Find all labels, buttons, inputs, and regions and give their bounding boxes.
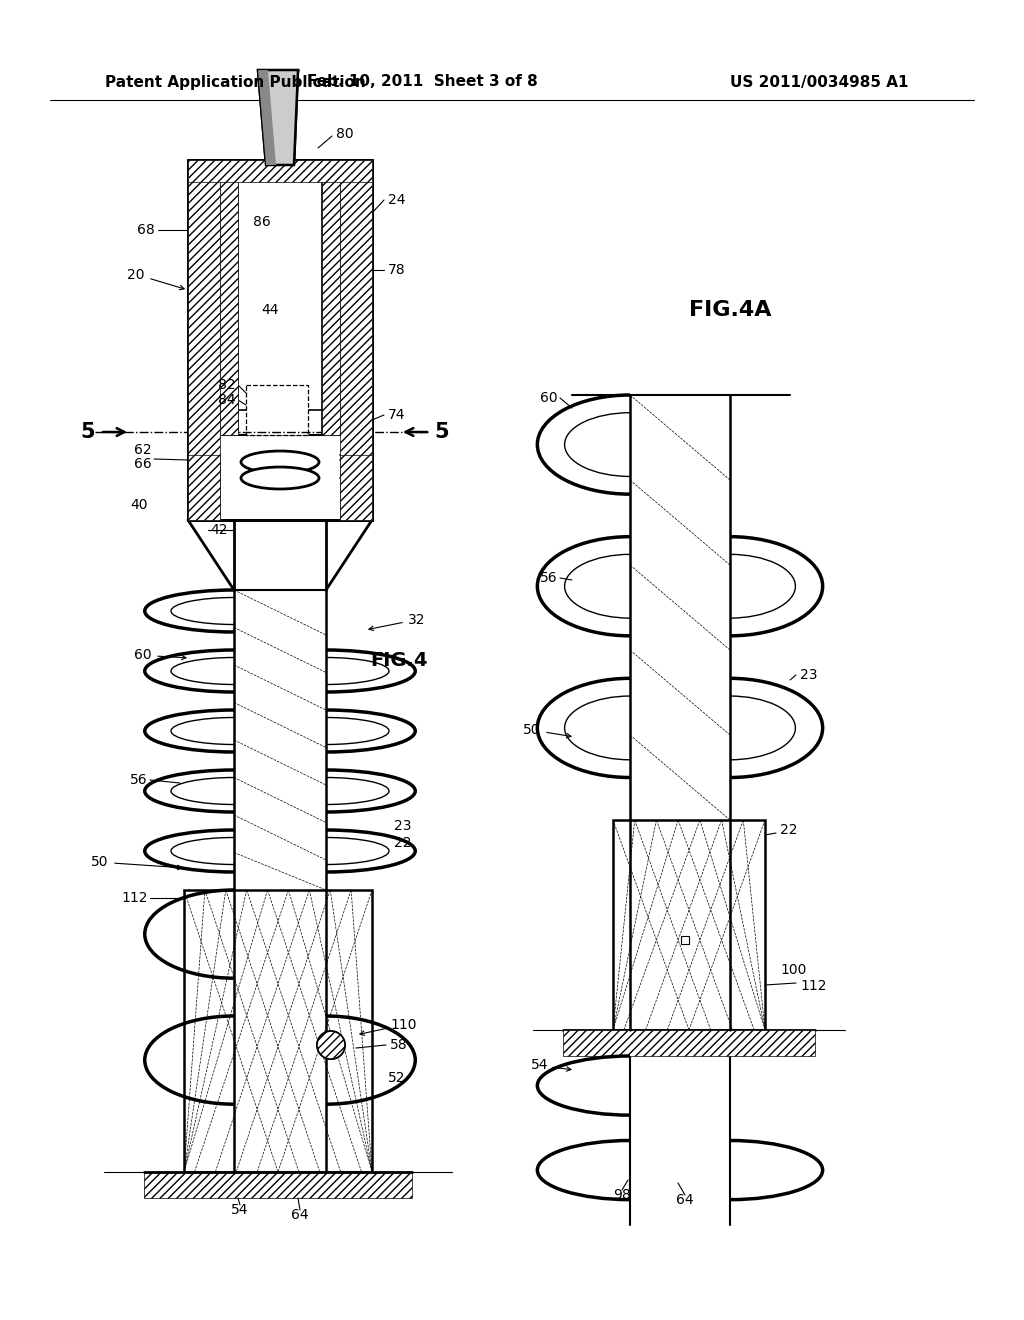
Text: 60: 60 (134, 648, 152, 663)
Polygon shape (188, 160, 372, 520)
Text: 78: 78 (388, 263, 406, 277)
Text: 64: 64 (676, 1193, 694, 1206)
Text: 50: 50 (90, 855, 108, 869)
Text: Patent Application Publication: Patent Application Publication (105, 74, 366, 90)
Text: 74: 74 (388, 408, 406, 422)
Polygon shape (258, 70, 298, 165)
Text: FIG.4A: FIG.4A (689, 300, 771, 319)
Text: 22: 22 (394, 836, 412, 850)
Text: 40: 40 (130, 498, 148, 512)
Text: 42: 42 (210, 523, 227, 537)
Text: 110: 110 (390, 1018, 417, 1032)
Circle shape (317, 1031, 345, 1059)
Polygon shape (184, 890, 372, 1172)
Text: 64: 64 (291, 1208, 309, 1222)
Text: 52: 52 (388, 1071, 406, 1085)
Polygon shape (681, 936, 689, 944)
Text: 82: 82 (218, 378, 236, 392)
Text: 5: 5 (81, 422, 95, 442)
Text: 23: 23 (800, 668, 817, 682)
Text: 5: 5 (434, 422, 450, 442)
Polygon shape (144, 1172, 412, 1199)
Text: 23: 23 (394, 818, 412, 833)
Text: 86: 86 (253, 215, 271, 228)
Text: 54: 54 (231, 1203, 249, 1217)
Polygon shape (258, 70, 276, 165)
Text: FIG.4: FIG.4 (370, 651, 427, 669)
Text: 60: 60 (541, 391, 558, 405)
Text: 20: 20 (128, 268, 145, 282)
Polygon shape (220, 160, 238, 436)
Text: 54: 54 (530, 1059, 548, 1072)
Polygon shape (340, 455, 372, 520)
Text: US 2011/0034985 A1: US 2011/0034985 A1 (730, 74, 908, 90)
Text: 66: 66 (134, 457, 152, 471)
Text: 100: 100 (780, 964, 806, 977)
Text: 24: 24 (388, 193, 406, 207)
Polygon shape (188, 455, 220, 520)
Text: 98: 98 (613, 1188, 631, 1203)
Text: 56: 56 (130, 774, 148, 787)
Text: 62: 62 (134, 444, 152, 457)
Text: 84: 84 (218, 393, 236, 407)
Text: 68: 68 (137, 223, 155, 238)
Polygon shape (613, 820, 765, 1030)
Text: 80: 80 (336, 127, 353, 141)
Text: 50: 50 (522, 723, 540, 737)
Text: 32: 32 (408, 612, 426, 627)
Text: Feb. 10, 2011  Sheet 3 of 8: Feb. 10, 2011 Sheet 3 of 8 (306, 74, 538, 90)
Text: 112: 112 (800, 979, 826, 993)
Text: 44: 44 (261, 304, 279, 317)
Polygon shape (340, 160, 372, 520)
Ellipse shape (241, 451, 319, 473)
Polygon shape (563, 1030, 815, 1056)
Polygon shape (246, 385, 308, 436)
Text: 112: 112 (122, 891, 148, 906)
Polygon shape (188, 160, 220, 520)
Polygon shape (188, 160, 372, 182)
Ellipse shape (241, 467, 319, 488)
Text: 22: 22 (780, 822, 798, 837)
Polygon shape (322, 160, 340, 436)
Text: 58: 58 (390, 1038, 408, 1052)
Circle shape (317, 1031, 345, 1059)
Text: 56: 56 (541, 572, 558, 585)
